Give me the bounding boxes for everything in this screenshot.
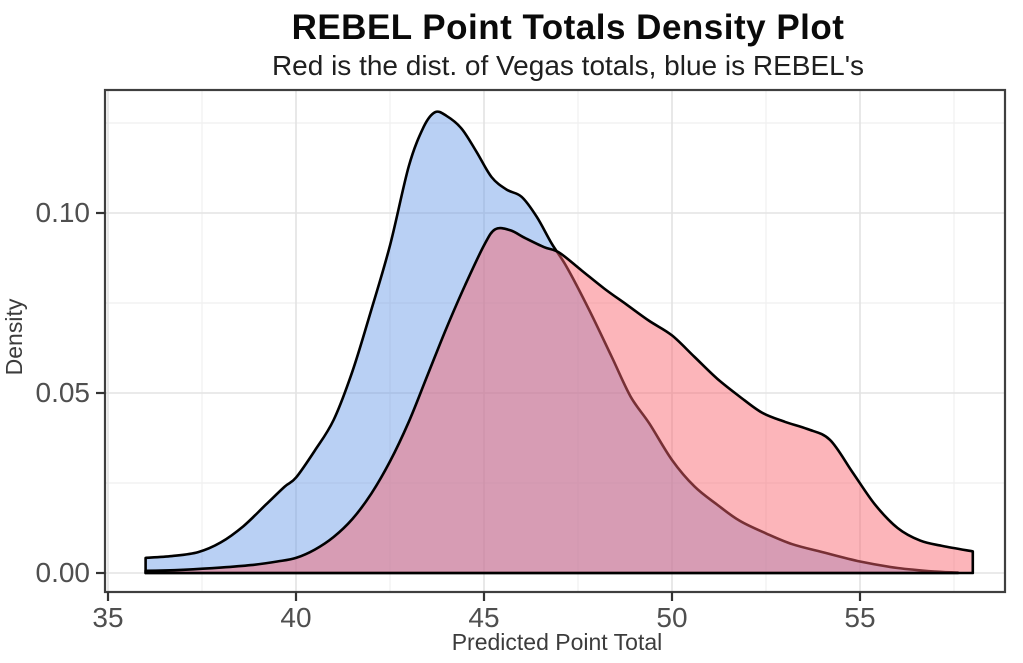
- x-tick-50: 50: [656, 602, 687, 633]
- x-tick-35: 35: [92, 602, 123, 633]
- y-tick-005: 0.05: [36, 377, 91, 408]
- y-tick-000: 0.00: [36, 557, 91, 588]
- density-area-rebel-blue: [144, 110, 960, 575]
- x-axis-title: Predicted Point Total: [452, 629, 663, 655]
- y-axis-title: Density: [1, 298, 27, 375]
- density-area-vegas-red: [144, 226, 975, 575]
- y-axis-ticks: [96, 211, 105, 575]
- gridlines-minor: [105, 90, 1005, 592]
- plot-panel: [103, 88, 1007, 594]
- panel-background: [105, 90, 1005, 592]
- x-tick-55: 55: [844, 602, 875, 633]
- x-axis-tick-labels: 35 40 45 50 55: [92, 602, 875, 633]
- y-axis-tick-labels: 0.00 0.05 0.10: [36, 197, 91, 588]
- chart-subtitle: Red is the dist. of Vegas totals, blue i…: [272, 50, 864, 81]
- x-axis-ticks: [106, 592, 862, 601]
- x-tick-40: 40: [280, 602, 311, 633]
- panel-border: [103, 88, 1007, 594]
- x-tick-45: 45: [468, 602, 499, 633]
- chart-title: REBEL Point Totals Density Plot: [292, 8, 845, 47]
- y-tick-010: 0.10: [36, 197, 91, 228]
